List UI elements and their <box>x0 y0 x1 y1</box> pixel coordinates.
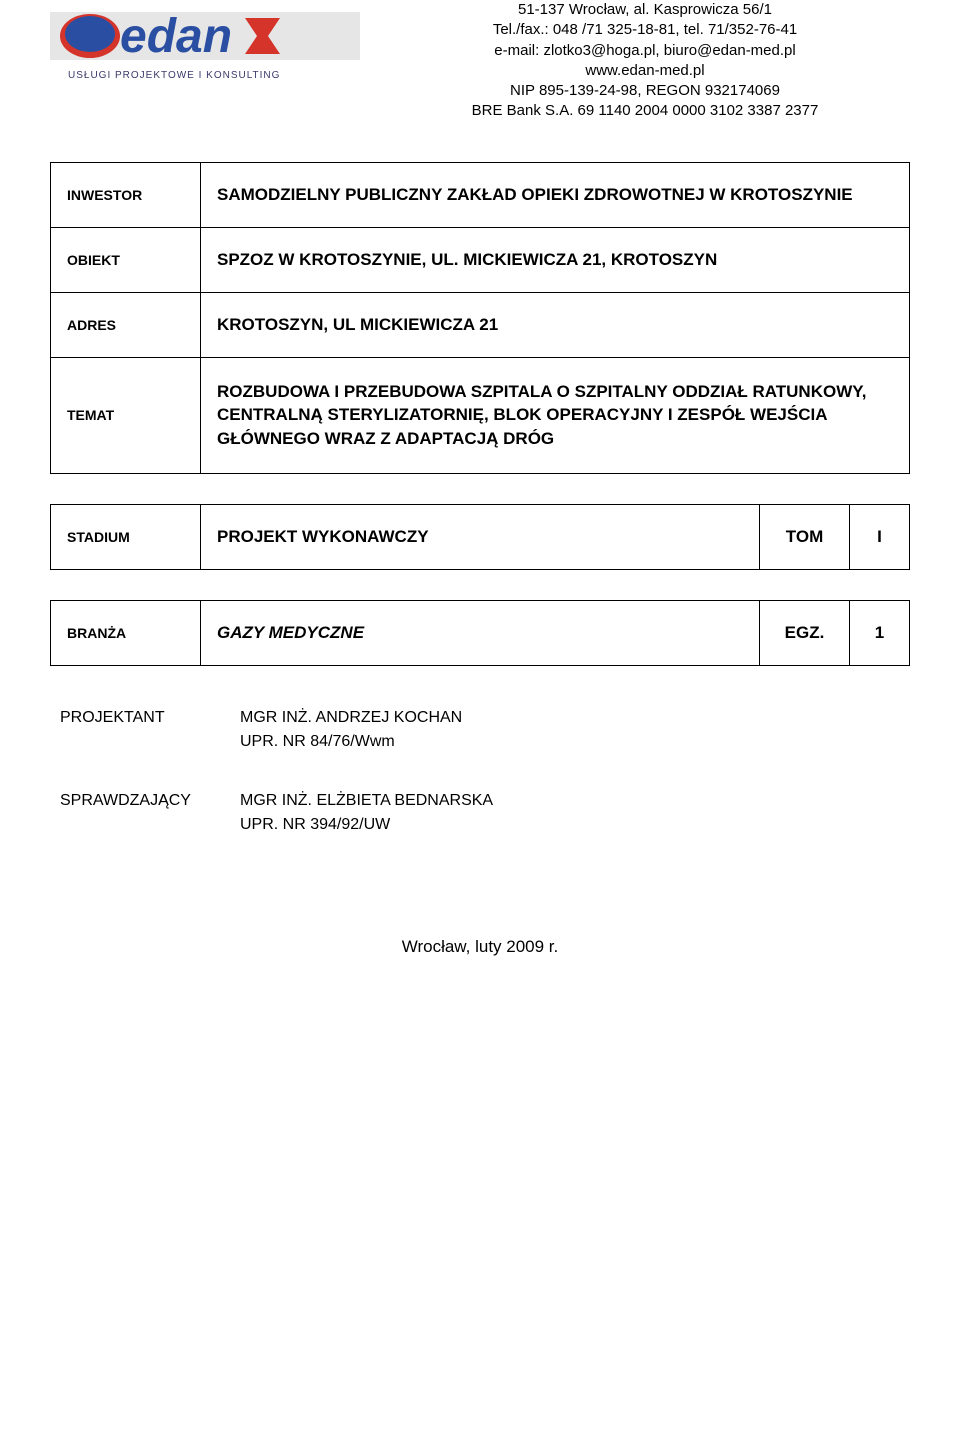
value-stadium: PROJEKT WYKONAWCZY <box>201 504 760 569</box>
sprawdzajacy-role: SPRAWDZAJĄCY <box>60 789 240 837</box>
row-obiekt: OBIEKT SPZOZ W KROTOSZYNIE, UL. MICKIEWI… <box>51 227 910 292</box>
value-branza: GAZY MEDYCZNE <box>201 600 760 665</box>
row-temat: TEMAT ROZBUDOWA I PRZEBUDOWA SZPITALA O … <box>51 357 910 473</box>
sprawdzajacy-row: SPRAWDZAJĄCY MGR INŻ. ELŻBIETA BEDNARSKA… <box>60 789 910 837</box>
row-inwestor: INWESTOR SAMODZIELNY PUBLICZNY ZAKŁAD OP… <box>51 162 910 227</box>
company-address: 51-137 Wrocław, al. Kasprowicza 56/1 <box>380 0 910 20</box>
value-obiekt: SPZOZ W KROTOSZYNIE, UL. MICKIEWICZA 21,… <box>201 227 910 292</box>
projektant-role: PROJEKTANT <box>60 706 240 754</box>
company-email: e-mail: zlotko3@hoga.pl, biuro@edan-med.… <box>380 41 910 61</box>
value-tom: I <box>850 504 910 569</box>
sprawdzajacy-upr: UPR. NR 394/92/UW <box>240 813 493 837</box>
info-table-branza: BRANŻA GAZY MEDYCZNE EGZ. 1 <box>50 600 910 666</box>
document-header: edan USŁUGI PROJEKTOWE I KONSULTING 51-1… <box>50 0 910 122</box>
projektant-upr: UPR. NR 84/76/Wwm <box>240 730 462 754</box>
logo: edan USŁUGI PROJEKTOWE I KONSULTING <box>50 0 360 90</box>
info-table-main: INWESTOR SAMODZIELNY PUBLICZNY ZAKŁAD OP… <box>50 162 910 474</box>
row-stadium: STADIUM PROJEKT WYKONAWCZY TOM I <box>51 504 910 569</box>
company-bank: BRE Bank S.A. 69 1140 2004 0000 3102 338… <box>380 101 910 121</box>
label-tom: TOM <box>760 504 850 569</box>
company-tel: Tel./fax.: 048 /71 325-18-81, tel. 71/35… <box>380 20 910 40</box>
company-nip: NIP 895-139-24-98, REGON 932174069 <box>380 81 910 101</box>
label-branza: BRANŻA <box>51 600 201 665</box>
company-web: www.edan-med.pl <box>380 61 910 81</box>
people-block: PROJEKTANT MGR INŻ. ANDRZEJ KOCHAN UPR. … <box>60 706 910 837</box>
footer-date: Wrocław, luty 2009 r. <box>50 937 910 957</box>
sprawdzajacy-name: MGR INŻ. ELŻBIETA BEDNARSKA <box>240 789 493 813</box>
sprawdzajacy-details: MGR INŻ. ELŻBIETA BEDNARSKA UPR. NR 394/… <box>240 789 493 837</box>
label-adres: ADRES <box>51 292 201 357</box>
company-contact-block: 51-137 Wrocław, al. Kasprowicza 56/1 Tel… <box>380 0 910 122</box>
value-adres: KROTOSZYN, UL MICKIEWICZA 21 <box>201 292 910 357</box>
svg-text:USŁUGI PROJEKTOWE I KONSULTING: USŁUGI PROJEKTOWE I KONSULTING <box>68 70 280 81</box>
value-egz: 1 <box>850 600 910 665</box>
label-stadium: STADIUM <box>51 504 201 569</box>
row-adres: ADRES KROTOSZYN, UL MICKIEWICZA 21 <box>51 292 910 357</box>
value-temat: ROZBUDOWA I PRZEBUDOWA SZPITALA O SZPITA… <box>201 357 910 473</box>
projektant-name: MGR INŻ. ANDRZEJ KOCHAN <box>240 706 462 730</box>
projektant-details: MGR INŻ. ANDRZEJ KOCHAN UPR. NR 84/76/Ww… <box>240 706 462 754</box>
label-inwestor: INWESTOR <box>51 162 201 227</box>
label-temat: TEMAT <box>51 357 201 473</box>
projektant-row: PROJEKTANT MGR INŻ. ANDRZEJ KOCHAN UPR. … <box>60 706 910 754</box>
label-obiekt: OBIEKT <box>51 227 201 292</box>
svg-text:edan: edan <box>120 10 232 63</box>
value-inwestor: SAMODZIELNY PUBLICZNY ZAKŁAD OPIEKI ZDRO… <box>201 162 910 227</box>
edan-logo-icon: edan USŁUGI PROJEKTOWE I KONSULTING <box>50 0 360 90</box>
row-branza: BRANŻA GAZY MEDYCZNE EGZ. 1 <box>51 600 910 665</box>
label-egz: EGZ. <box>760 600 850 665</box>
info-table-stadium: STADIUM PROJEKT WYKONAWCZY TOM I <box>50 504 910 570</box>
